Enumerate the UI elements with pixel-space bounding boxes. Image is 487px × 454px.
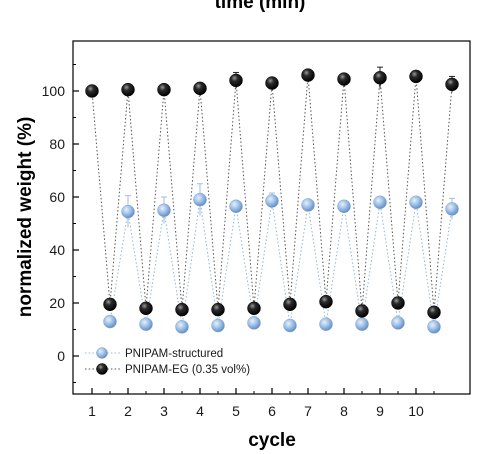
legend-marker bbox=[96, 347, 108, 359]
data-point bbox=[409, 69, 423, 84]
x-tick-label: 10 bbox=[408, 403, 424, 419]
y-tick-label: 60 bbox=[49, 189, 65, 205]
x-tick-label: 6 bbox=[268, 403, 276, 419]
legend: PNIPAM-structured PNIPAM-EG (0.35 vol%) bbox=[85, 347, 250, 376]
x-tick-label: 2 bbox=[124, 403, 132, 419]
data-point bbox=[193, 192, 207, 207]
data-point bbox=[373, 71, 387, 85]
data-point bbox=[103, 297, 117, 312]
data-point bbox=[265, 194, 279, 208]
data-point bbox=[193, 81, 207, 96]
data-point bbox=[211, 318, 225, 333]
x-axis-title: cycle bbox=[248, 430, 296, 451]
data-point bbox=[301, 198, 315, 212]
x-tick-label: 1 bbox=[88, 403, 96, 419]
data-point bbox=[157, 203, 171, 217]
data-point bbox=[283, 318, 297, 333]
data-point bbox=[229, 73, 243, 88]
data-point bbox=[247, 301, 261, 316]
data-point bbox=[121, 204, 135, 219]
data-point bbox=[391, 316, 405, 330]
x-tick-label: 7 bbox=[304, 403, 312, 419]
data-point bbox=[337, 72, 351, 86]
data-point bbox=[211, 302, 225, 317]
data-point bbox=[409, 195, 423, 210]
data-point bbox=[139, 301, 153, 316]
data-point bbox=[355, 304, 369, 318]
data-point bbox=[427, 305, 441, 320]
x-tick-label: 8 bbox=[340, 403, 348, 419]
y-tick-label: 100 bbox=[42, 83, 66, 99]
data-point bbox=[445, 77, 459, 92]
data-point bbox=[247, 316, 261, 330]
data-point bbox=[337, 199, 351, 214]
y-tick-label: 40 bbox=[49, 242, 65, 258]
series-pnipam-eg bbox=[85, 66, 459, 320]
series-layer bbox=[85, 66, 459, 334]
data-point bbox=[139, 317, 153, 331]
top-axis-title: time (min) bbox=[215, 0, 306, 13]
y-axis-title: normalized weight (%) bbox=[15, 117, 36, 318]
data-point bbox=[121, 82, 135, 97]
y-tick-label: 80 bbox=[49, 136, 65, 152]
data-point bbox=[175, 320, 189, 334]
data-point bbox=[229, 199, 243, 214]
data-point bbox=[157, 82, 171, 97]
data-point bbox=[103, 314, 117, 329]
y-tick-label: 0 bbox=[57, 348, 65, 364]
y-axis: 0 20 40 60 80 100 bbox=[42, 64, 79, 383]
data-point bbox=[301, 68, 315, 82]
data-point bbox=[175, 302, 189, 317]
data-point bbox=[265, 76, 279, 90]
data-point bbox=[427, 320, 441, 334]
x-tick-label: 4 bbox=[196, 403, 204, 419]
data-point bbox=[373, 195, 387, 210]
x-tick-label: 3 bbox=[160, 403, 168, 419]
data-point bbox=[85, 84, 99, 98]
data-point bbox=[319, 294, 333, 309]
x-axis: 1 2 3 4 5 6 7 8 9 10 bbox=[88, 388, 435, 419]
data-point bbox=[391, 296, 405, 310]
data-point bbox=[283, 297, 297, 312]
x-tick-label: 9 bbox=[376, 403, 384, 419]
data-point bbox=[445, 202, 459, 216]
series-pnipam-structured bbox=[103, 183, 459, 334]
legend-label: PNIPAM-EG (0.35 vol%) bbox=[125, 364, 250, 376]
y-tick-label: 20 bbox=[49, 295, 65, 311]
x-tick-label: 5 bbox=[232, 403, 240, 419]
legend-marker bbox=[96, 363, 108, 375]
data-point bbox=[355, 317, 369, 331]
data-point bbox=[319, 317, 333, 331]
legend-label: PNIPAM-structured bbox=[125, 348, 223, 360]
